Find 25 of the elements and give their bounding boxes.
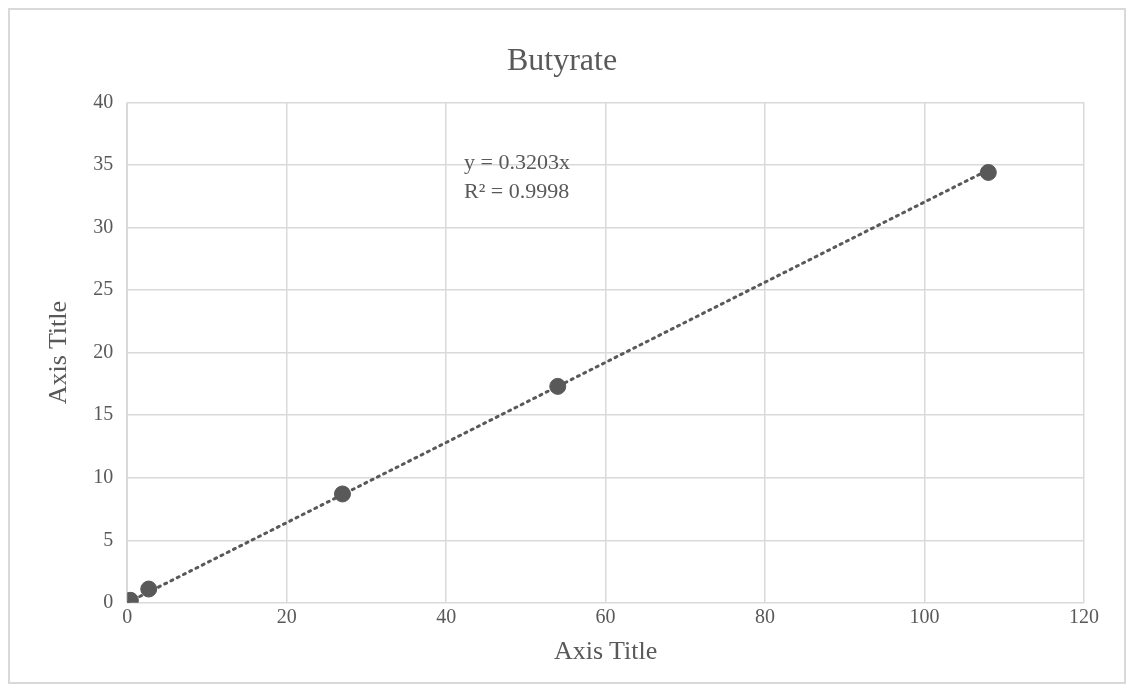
annotation: R² = 0.9998 — [463, 178, 570, 204]
point — [549, 377, 567, 395]
point — [333, 485, 351, 503]
x-tick-label: 0 — [122, 605, 133, 628]
y-tick-label: 0 — [103, 590, 114, 613]
annotation: y = 0.3203x — [463, 149, 570, 175]
x-tick-label: 100 — [909, 605, 940, 628]
y-tick-label: 35 — [93, 152, 114, 175]
y-tick-label: 10 — [93, 464, 114, 487]
x-tick-label: 40 — [436, 605, 457, 628]
y-tick-label: 40 — [93, 89, 114, 112]
chart-title: Butyrate — [506, 40, 618, 77]
y-axis-title: Axis Title — [43, 300, 73, 405]
x-tick-label: 60 — [595, 605, 616, 628]
x-tick-label: 20 — [276, 605, 297, 628]
y-tick-label: 25 — [93, 277, 114, 300]
x-axis-title: Axis Title — [553, 636, 658, 666]
y-tick-label: 30 — [93, 214, 114, 237]
point — [979, 163, 997, 181]
x-tick-label: 80 — [755, 605, 776, 628]
y-tick-label: 20 — [93, 339, 114, 362]
y-tick-label: 15 — [93, 402, 114, 425]
x-tick-label: 120 — [1069, 605, 1099, 628]
y-tick-label: 5 — [103, 527, 114, 550]
point — [140, 580, 158, 598]
